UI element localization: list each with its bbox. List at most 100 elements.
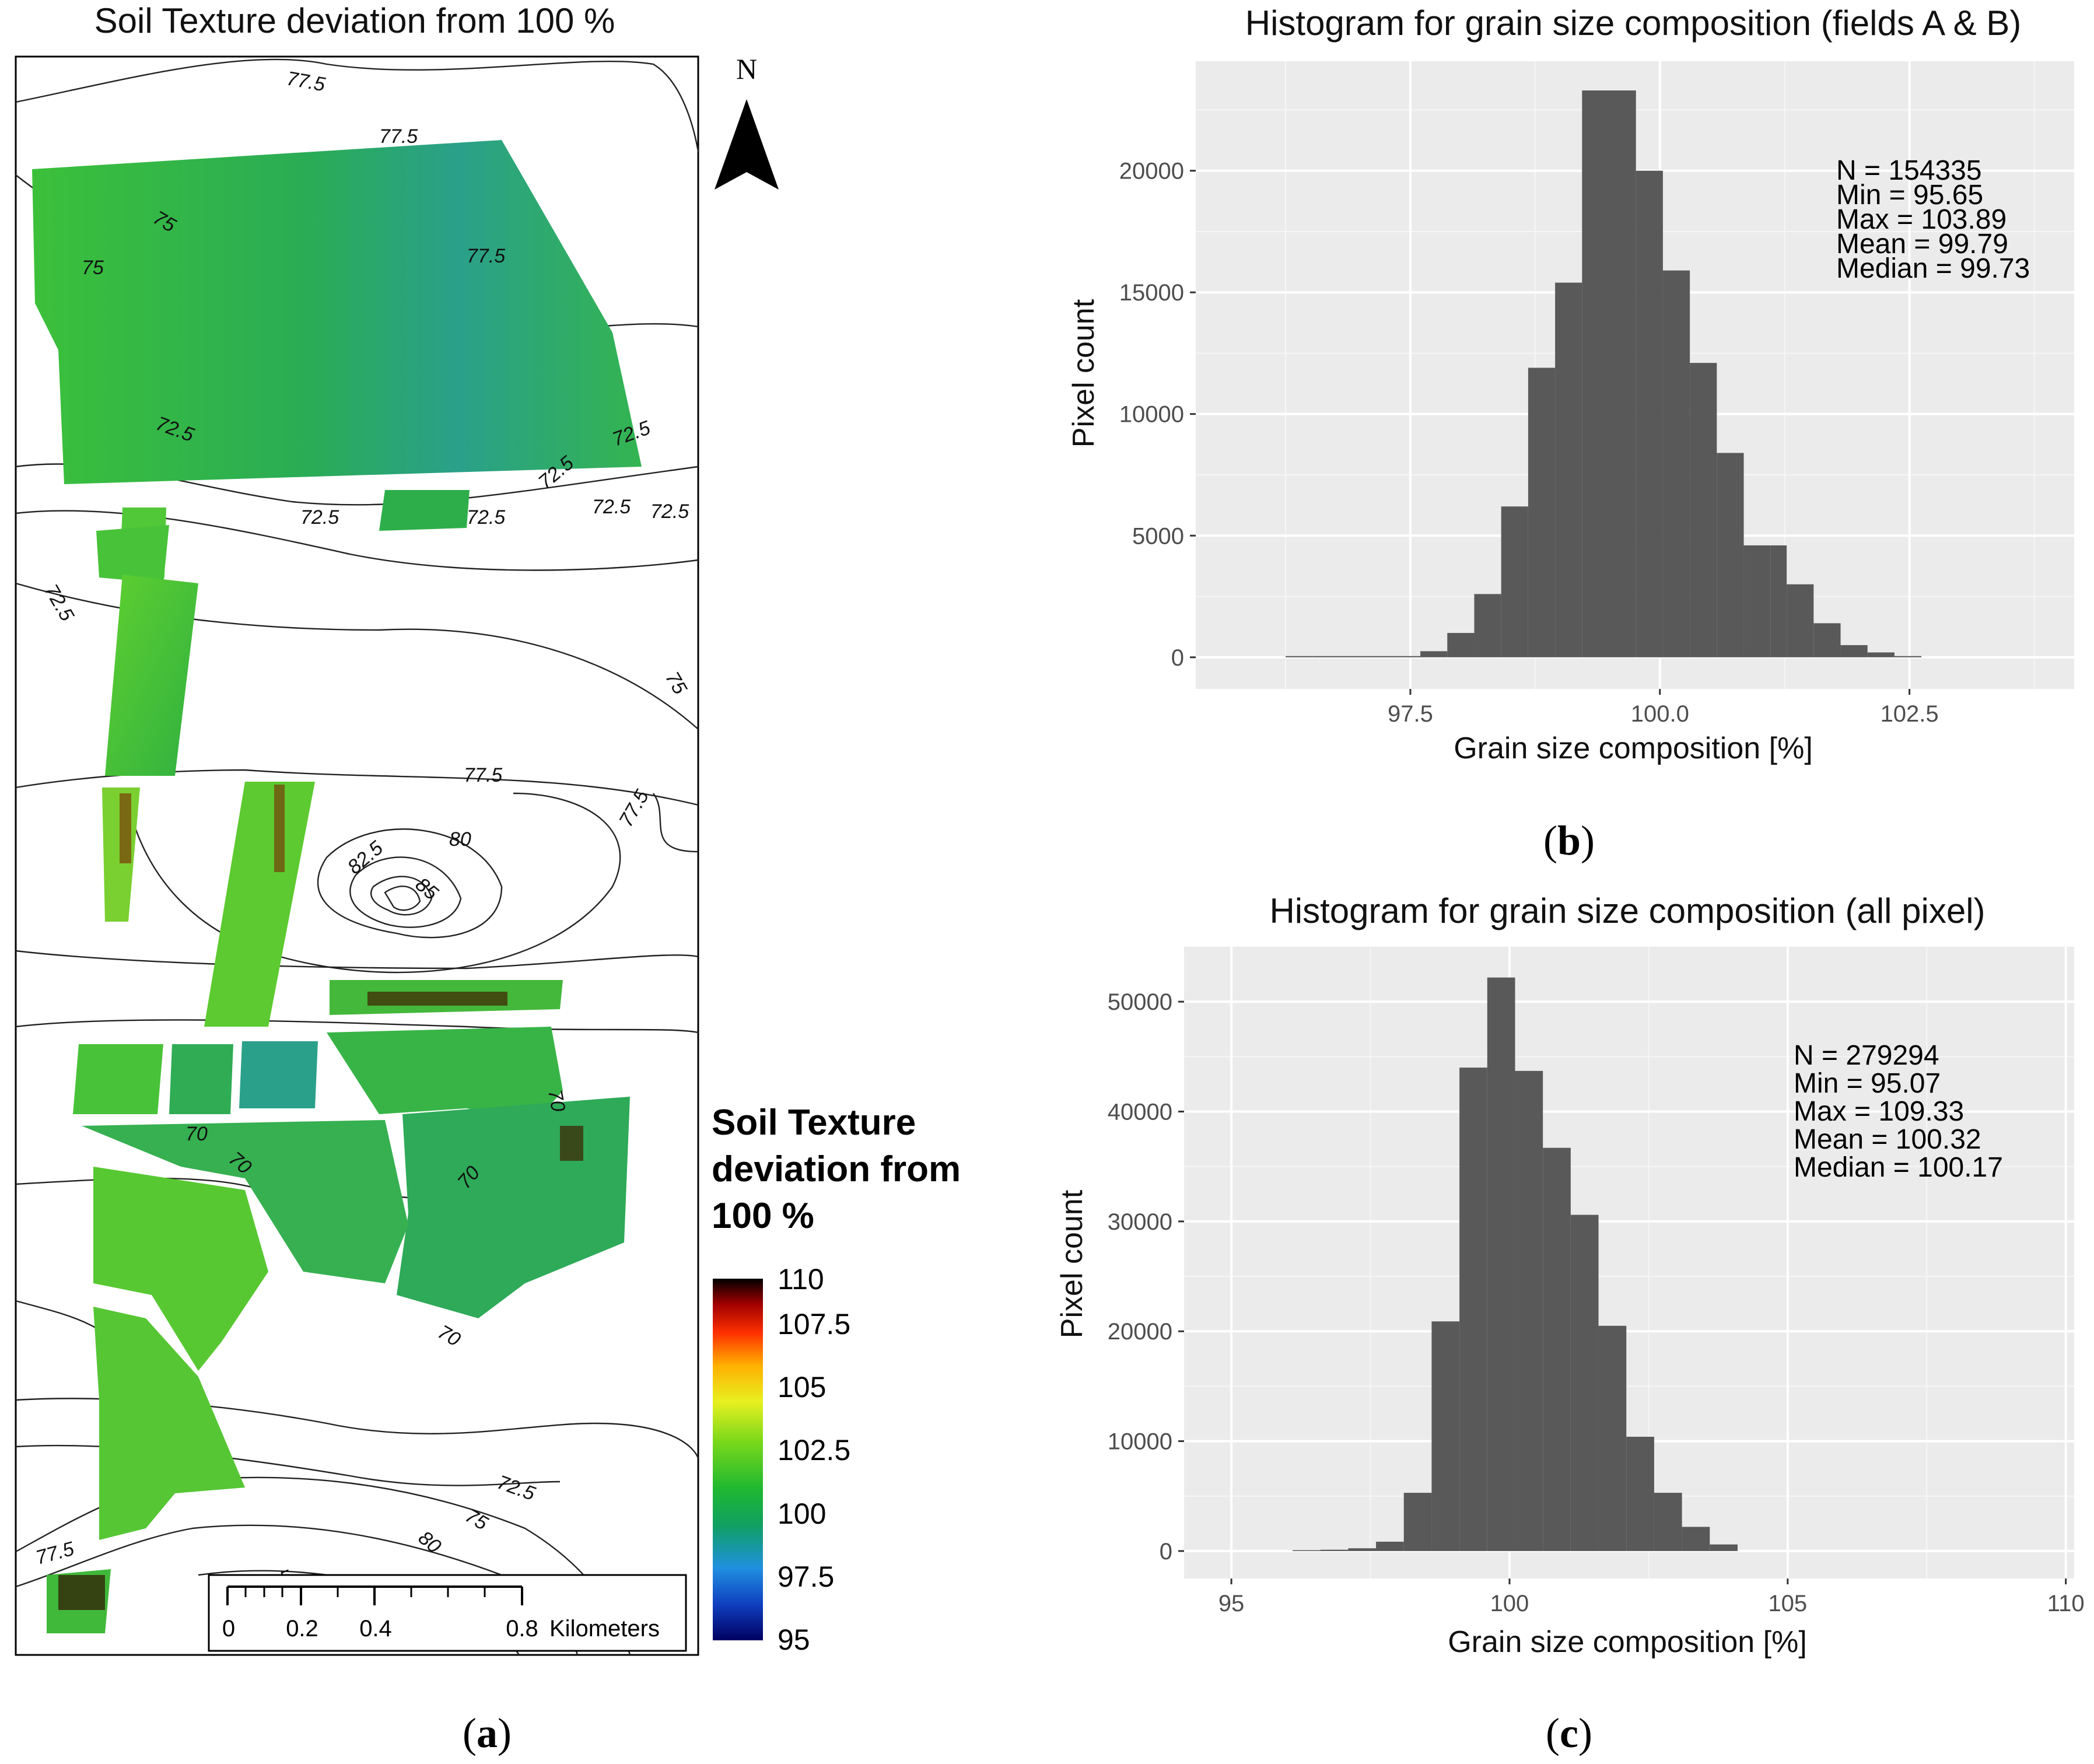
x-tick-label: 100 (1490, 1591, 1529, 1616)
contour-label: 75 (82, 257, 104, 279)
histogram-bar (1662, 270, 1690, 657)
histogram-bar (1420, 651, 1448, 657)
legend-title-line: Soil Texture (712, 1102, 916, 1143)
y-axis-label: Pixel count (1055, 1189, 1089, 1338)
chart-title: Histogram for grain size composition (al… (1269, 891, 1985, 930)
histogram-bar (1431, 1321, 1460, 1551)
axis-ticks: 0 10000 20000 30000 40000 50000 95 100 105 110 (1108, 989, 2085, 1616)
histogram-bar (1459, 1068, 1487, 1551)
legend-tick-label: 95 (778, 1623, 810, 1656)
histogram-bar (1501, 506, 1528, 657)
y-tick-label: 20000 (1108, 1319, 1172, 1345)
contour-label: 77.5 (379, 125, 418, 148)
scale-tick-label: 0.2 (286, 1616, 318, 1642)
stats-box: N = 279294 Min = 95.07 Max = 109.33 Mean… (1794, 1040, 2003, 1183)
panel-label-b: (b) (1543, 817, 1595, 864)
histogram-bar (1609, 90, 1636, 657)
panel-label-a: (a) (463, 1710, 512, 1756)
x-tick-label: 97.5 (1388, 701, 1433, 727)
map-legend: Soil Texture deviation from 100 % 110 10… (712, 1102, 961, 1656)
legend-tick-label: 105 (778, 1371, 826, 1404)
histogram-all-pixel: Histogram for grain size composition (al… (1055, 891, 2085, 1756)
stat-line: Min = 95.07 (1794, 1068, 1941, 1099)
contour-label: 80 (449, 828, 471, 850)
x-tick-label: 102.5 (1881, 701, 1939, 727)
x-tick-label: 95 (1218, 1591, 1245, 1616)
y-tick-label: 0 (1160, 1539, 1172, 1564)
contour-label: 77.5 (467, 245, 505, 267)
histogram-bar (1403, 1493, 1432, 1551)
histogram-bar (1813, 623, 1841, 657)
stat-line: Max = 109.33 (1794, 1096, 1964, 1127)
histogram-bar (1348, 1548, 1377, 1551)
legend-title-line: deviation from (712, 1149, 961, 1189)
hotspots (58, 785, 583, 1610)
y-tick-label: 40000 (1108, 1100, 1172, 1125)
y-tick-label: 50000 (1108, 989, 1172, 1015)
histogram-bar (1682, 1527, 1710, 1551)
y-tick-label: 0 (1171, 645, 1184, 671)
stat-line: Median = 99.73 (1836, 253, 2030, 284)
legend-colorbar (713, 1279, 763, 1640)
histogram-fields-ab: Histogram for grain size composition (fi… (1067, 4, 2074, 864)
histogram-bar (1570, 1214, 1599, 1551)
y-tick-label: 30000 (1108, 1209, 1172, 1235)
histogram-bar (1393, 656, 1421, 657)
histogram-bar (1840, 645, 1868, 657)
histogram-bar (1515, 1070, 1543, 1551)
stat-line: Min = 95.65 (1836, 180, 1983, 211)
scale-tick-label: 0 (222, 1616, 235, 1642)
north-arrow: N (715, 52, 779, 190)
contour-label: 72.5 (650, 501, 689, 523)
histogram-bar (1292, 1550, 1321, 1551)
axis-ticks: 0 5000 10000 15000 20000 97.5 100.0 102.5 (1119, 159, 1939, 727)
scale-unit: Kilometers (549, 1616, 660, 1642)
histogram-bar (1320, 1549, 1349, 1551)
histogram-bar (1710, 1544, 1738, 1551)
x-tick-label: 100.0 (1631, 701, 1689, 727)
histogram-bar (1376, 1541, 1404, 1551)
histogram-bar (1690, 363, 1717, 657)
legend-tick-label: 97.5 (778, 1560, 834, 1593)
x-axis-label: Grain size composition [%] (1448, 1625, 1807, 1659)
contour-label: 70 (544, 1088, 569, 1114)
histogram-bar (1286, 656, 1313, 657)
histogram-bar (1339, 656, 1367, 657)
histogram-bar (1474, 594, 1501, 657)
histogram-bar (1770, 545, 1787, 657)
histogram-bar (1598, 1325, 1627, 1551)
histogram-bar (1366, 656, 1393, 657)
legend-tick-label: 100 (778, 1497, 826, 1530)
map-panel: Soil Texture deviation from 100 % (15, 1, 961, 1756)
north-arrow-icon (715, 99, 779, 190)
contour-label: 72.5 (467, 506, 505, 528)
histogram-bar (1654, 1493, 1682, 1551)
histogram-bar (1543, 1147, 1571, 1551)
legend-tick-label: 110 (778, 1263, 824, 1296)
stat-line: Mean = 99.79 (1836, 229, 2008, 260)
field-polygons (32, 140, 642, 1633)
histogram-bar (1582, 90, 1609, 657)
map-title: Soil Texture deviation from 100 % (94, 1, 615, 40)
stats-box: N = 154335 Min = 95.65 Max = 103.89 Mean… (1836, 155, 2030, 284)
x-axis-label: Grain size composition [%] (1454, 732, 1813, 765)
histogram-bar (1636, 170, 1663, 657)
histogram-bar (1312, 656, 1340, 657)
legend-tick-label: 107.5 (778, 1308, 850, 1340)
legend-tick-label: 102.5 (778, 1434, 850, 1466)
x-tick-label: 110 (2047, 1591, 2085, 1616)
y-axis-label: Pixel count (1067, 299, 1101, 447)
chart-title: Histogram for grain size composition (fi… (1245, 4, 2022, 43)
y-tick-label: 10000 (1108, 1429, 1172, 1455)
histogram-bar (1894, 656, 1922, 657)
contour-label: 70 (185, 1123, 208, 1145)
histogram-bar (1447, 633, 1475, 657)
contour-label: 77.5 (464, 764, 502, 786)
y-tick-label: 15000 (1119, 280, 1184, 306)
histogram-bar (1867, 652, 1895, 657)
histogram-bar (1787, 584, 1814, 657)
y-tick-label: 20000 (1119, 159, 1184, 184)
y-tick-label: 5000 (1132, 523, 1184, 549)
histogram-bar (1555, 282, 1582, 657)
